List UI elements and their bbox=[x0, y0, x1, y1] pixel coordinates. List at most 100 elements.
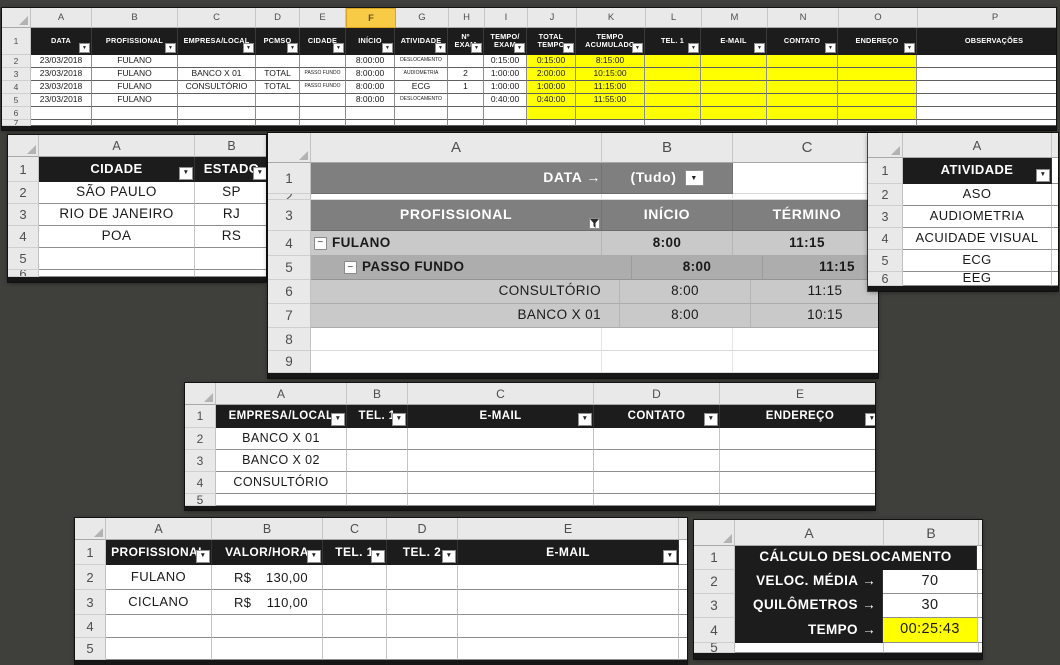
cell[interactable] bbox=[408, 494, 594, 506]
cell[interactable] bbox=[884, 643, 979, 653]
cell[interactable] bbox=[767, 120, 838, 126]
cell[interactable]: E-MAIL ▼ bbox=[458, 540, 679, 565]
cell[interactable]: PROFISSIONAL bbox=[311, 200, 602, 231]
cell[interactable] bbox=[106, 638, 212, 660]
cell[interactable] bbox=[917, 81, 1056, 94]
select-all-corner[interactable] bbox=[2, 8, 31, 28]
autofilter-dropdown-icon[interactable]: ▼ bbox=[825, 43, 836, 53]
cell[interactable]: − PASSO FUNDO bbox=[311, 256, 632, 280]
row-number[interactable]: 3 bbox=[185, 450, 216, 472]
autofilter-dropdown-icon[interactable]: ▼ bbox=[442, 550, 456, 563]
cell[interactable] bbox=[735, 643, 884, 653]
cell[interactable]: 11:15 bbox=[733, 231, 878, 256]
cell[interactable]: 0:40:00 bbox=[484, 94, 527, 107]
column-header-E[interactable]: E bbox=[458, 518, 679, 540]
cell[interactable]: 8:15:00 bbox=[576, 55, 645, 68]
cell[interactable] bbox=[594, 450, 720, 472]
cell[interactable] bbox=[256, 55, 300, 68]
cell[interactable]: PROFISSIONAL ▼ bbox=[92, 28, 178, 55]
cell[interactable] bbox=[720, 472, 875, 494]
cell[interactable] bbox=[92, 107, 178, 120]
column-header-I[interactable]: I bbox=[485, 8, 528, 28]
cell[interactable] bbox=[1052, 158, 1058, 184]
row-number[interactable]: 5 bbox=[268, 256, 311, 280]
cell[interactable] bbox=[602, 328, 733, 351]
autofilter-dropdown-icon[interactable]: ▼ bbox=[904, 43, 915, 53]
cell[interactable] bbox=[178, 107, 256, 120]
row-number[interactable]: 8 bbox=[268, 328, 311, 351]
cell[interactable]: EEG bbox=[903, 272, 1052, 286]
cell[interactable] bbox=[212, 638, 323, 660]
cell[interactable] bbox=[978, 570, 982, 594]
cell[interactable] bbox=[733, 163, 878, 194]
row-number[interactable]: 4 bbox=[75, 615, 106, 638]
cell[interactable]: TOTAL TEMPO ▼ bbox=[527, 28, 576, 55]
column-header-blank[interactable] bbox=[679, 518, 687, 540]
cell[interactable] bbox=[917, 68, 1056, 81]
select-all-corner[interactable] bbox=[694, 520, 735, 546]
cell[interactable] bbox=[300, 55, 346, 68]
cell[interactable] bbox=[767, 94, 838, 107]
cell[interactable]: BANCO X 01 bbox=[178, 68, 256, 81]
cell[interactable]: TEMPO → bbox=[735, 618, 883, 643]
cell[interactable]: 1:00:00 bbox=[527, 81, 576, 94]
cell[interactable]: 1:00:00 bbox=[484, 68, 527, 81]
column-header-O[interactable]: O bbox=[839, 8, 918, 28]
cell[interactable]: − FULANO bbox=[311, 231, 602, 256]
column-header-N[interactable]: N bbox=[768, 8, 839, 28]
cell[interactable] bbox=[701, 81, 767, 94]
cell[interactable] bbox=[733, 351, 878, 373]
cell[interactable] bbox=[645, 107, 701, 120]
cell[interactable]: EMPRESA/LOCAL ▼ bbox=[216, 405, 347, 428]
cell[interactable] bbox=[347, 494, 408, 506]
autofilter-dropdown-icon[interactable]: ▼ bbox=[382, 43, 393, 53]
column-header-A[interactable]: A bbox=[31, 8, 92, 28]
cell[interactable]: TOTAL bbox=[256, 68, 300, 81]
cell[interactable] bbox=[256, 107, 300, 120]
cell[interactable]: TEL. 1 ▼ bbox=[323, 540, 387, 565]
cell[interactable] bbox=[978, 594, 982, 618]
cell[interactable] bbox=[679, 565, 687, 590]
cell[interactable] bbox=[395, 107, 448, 120]
cell[interactable]: INÍCIO bbox=[602, 200, 733, 231]
cell[interactable]: SÃO PAULO bbox=[39, 182, 195, 204]
cell[interactable] bbox=[458, 590, 679, 615]
cell[interactable] bbox=[323, 565, 387, 590]
cell[interactable]: 8:00:00 bbox=[346, 55, 395, 68]
cell[interactable] bbox=[448, 94, 484, 107]
row-number[interactable]: 6 bbox=[868, 272, 903, 286]
column-header-B[interactable]: B bbox=[884, 520, 979, 546]
row-number[interactable]: 5 bbox=[75, 638, 106, 660]
cell[interactable] bbox=[917, 94, 1056, 107]
funnel-filter-icon[interactable] bbox=[589, 218, 600, 229]
cell[interactable] bbox=[106, 615, 212, 638]
select-all-corner[interactable] bbox=[8, 135, 39, 157]
cell[interactable]: DESLOCAMENTO bbox=[395, 55, 448, 68]
row-number[interactable]: 3 bbox=[268, 200, 311, 231]
cell[interactable]: 1:00:00 bbox=[484, 81, 527, 94]
cell[interactable] bbox=[602, 194, 733, 200]
cell[interactable]: PASSO FUNDO bbox=[300, 81, 346, 94]
cell[interactable] bbox=[347, 428, 408, 450]
row-number[interactable]: 5 bbox=[185, 494, 216, 506]
column-header-B[interactable]: B bbox=[92, 8, 178, 28]
cell[interactable] bbox=[408, 450, 594, 472]
row-number[interactable]: 2 bbox=[2, 55, 31, 68]
row-number[interactable]: 5 bbox=[2, 94, 31, 107]
cell[interactable] bbox=[645, 68, 701, 81]
row-number[interactable]: 1 bbox=[75, 540, 106, 565]
collapse-minus-button[interactable]: − bbox=[344, 261, 357, 274]
cell[interactable]: 8:00 bbox=[620, 304, 751, 328]
row-number[interactable]: 2 bbox=[868, 184, 903, 206]
cell[interactable] bbox=[39, 248, 195, 270]
autofilter-dropdown-icon[interactable]: ▼ bbox=[179, 167, 193, 180]
row-number[interactable]: 2 bbox=[268, 194, 311, 200]
column-header-D[interactable]: D bbox=[256, 8, 300, 28]
cell[interactable]: DATA → bbox=[311, 163, 602, 194]
row-number[interactable]: 5 bbox=[868, 250, 903, 272]
cell[interactable]: 8:00 bbox=[632, 256, 763, 280]
cell[interactable] bbox=[195, 270, 266, 277]
cell[interactable]: R$ 130,00 bbox=[212, 565, 323, 590]
cell[interactable]: CONSULTÓRIO bbox=[311, 280, 620, 304]
cell[interactable]: 23/03/2018 bbox=[31, 94, 92, 107]
